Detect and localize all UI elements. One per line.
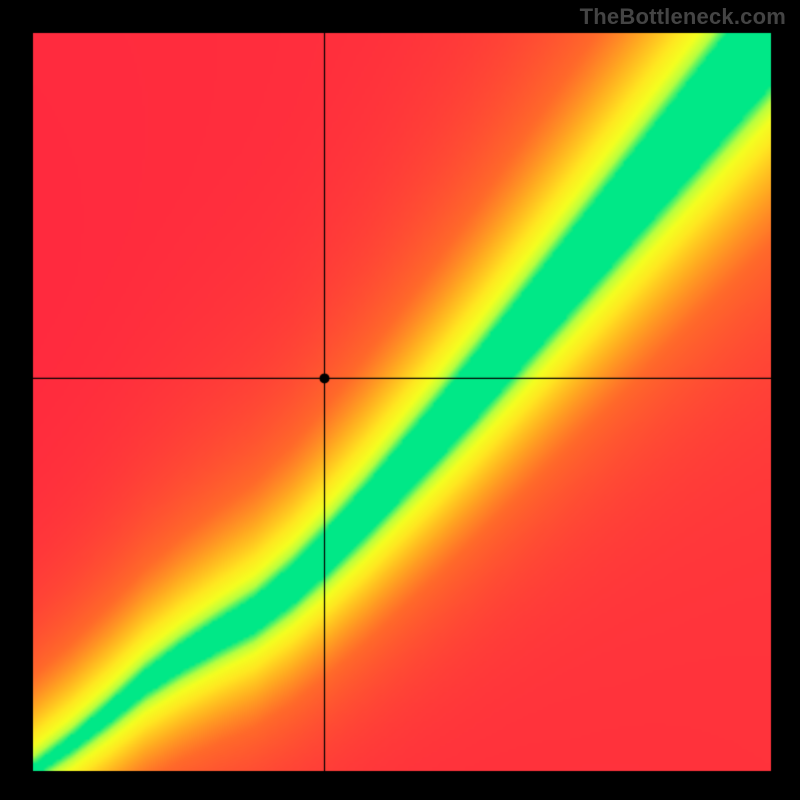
- chart-container: TheBottleneck.com: [0, 0, 800, 800]
- watermark-text: TheBottleneck.com: [580, 4, 786, 30]
- heatmap-canvas: [0, 0, 800, 800]
